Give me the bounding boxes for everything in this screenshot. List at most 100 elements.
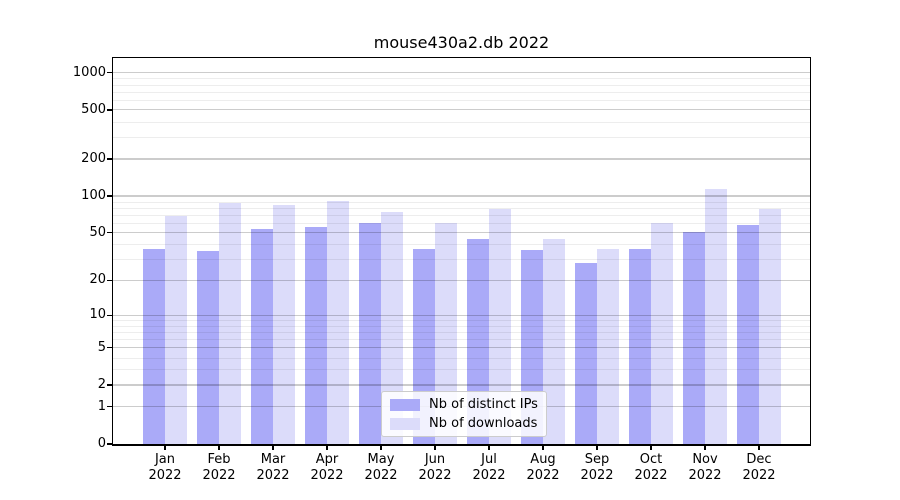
y-tick-mark [107,72,112,74]
gridline-minor [113,320,810,322]
bar-distinct-ips [359,223,381,444]
gridline-minor [113,357,810,359]
gridline-major [113,109,810,111]
legend-swatch-downloads-icon [390,417,420,430]
x-tick-label: Feb 2022 [202,452,236,483]
gridline-major [113,195,810,197]
y-tick-label: 100 [81,187,106,203]
bar-downloads [327,200,349,444]
y-tick-mark [107,406,112,408]
bar-downloads [165,215,187,444]
x-tick-label: Jan 2022 [148,452,182,483]
y-tick-mark [107,232,112,234]
gridline-minor [113,201,810,203]
x-tick-mark [488,445,490,450]
x-tick-label: Aug 2022 [526,452,560,483]
x-tick-mark [542,445,544,450]
y-tick-mark [107,347,112,349]
y-tick-label: 1000 [72,64,106,80]
gridline-minor [113,339,810,341]
y-tick-label: 500 [81,101,106,117]
gridline-minor [113,121,810,123]
bar-downloads [759,209,781,444]
x-tick-label: Mar 2022 [256,452,290,483]
x-tick-label: Jun 2022 [418,452,452,483]
legend-label-distinct-ips: Nb of distinct IPs [429,397,538,412]
x-tick-label: Sep 2022 [580,452,614,483]
gridline-minor [113,259,810,261]
legend-item-distinct-ips: Nb of distinct IPs [390,397,538,412]
bar-downloads [651,223,673,444]
bar-distinct-ips [683,231,705,444]
x-tick-label: Nov 2022 [688,452,722,483]
bar-downloads [597,248,619,444]
gridline-minor [113,223,810,225]
y-tick-mark [107,443,112,445]
gridline-minor [113,214,810,216]
gridline-major [113,314,810,316]
y-tick-mark [107,109,112,111]
bar-downloads [489,209,511,444]
gridline-minor [113,207,810,209]
gridline-major [113,279,810,281]
x-tick-mark [326,445,328,450]
x-tick-label: Apr 2022 [310,452,344,483]
y-tick-label: 2 [97,376,106,392]
x-tick-mark [380,445,382,450]
gridline-major [113,384,810,386]
bar-distinct-ips [197,251,219,444]
bar-distinct-ips [305,226,327,444]
bar-downloads [219,202,241,444]
legend-item-downloads: Nb of downloads [390,416,538,431]
bar-downloads [705,188,727,444]
x-tick-mark [596,445,598,450]
gridline-major [113,232,810,234]
x-tick-mark [218,445,220,450]
y-tick-label: 200 [81,150,106,166]
gridline-minor [113,84,810,86]
x-tick-label: Dec 2022 [742,452,776,483]
y-tick-label: 0 [97,436,106,451]
x-tick-label: May 2022 [364,452,398,483]
gridline-minor [113,244,810,246]
y-tick-label: 5 [97,339,106,355]
gridline-minor [113,100,810,102]
gridline-minor [113,137,810,139]
bar-downloads [435,223,457,444]
legend-swatch-distinct-ips-icon [390,398,420,411]
bar-downloads [381,211,403,444]
y-tick-mark [107,195,112,197]
x-tick-mark [758,445,760,450]
y-tick-mark [107,158,112,160]
spine-top [112,56,812,58]
legend: Nb of distinct IPs Nb of downloads [381,391,547,437]
gridline-minor [113,78,810,80]
x-tick-mark [704,445,706,450]
legend-label-downloads: Nb of downloads [429,416,538,431]
x-tick-label: Jul 2022 [472,452,506,483]
bar-downloads [273,204,295,444]
spine-bottom [112,444,812,446]
y-tick-mark [107,384,112,386]
y-tick-label: 50 [89,224,106,240]
bar-distinct-ips [629,248,651,444]
gridline-minor [113,325,810,327]
x-tick-mark [272,445,274,450]
y-tick-mark [107,279,112,282]
gridline-minor [113,332,810,334]
x-tick-mark [434,445,436,450]
spine-right [810,57,812,446]
gridline-major [113,158,810,160]
bar-distinct-ips [737,224,759,444]
spine-left [111,57,113,446]
gridline-minor [113,369,810,371]
y-tick-label: 10 [89,307,106,323]
bar-distinct-ips [251,228,273,444]
bar-distinct-ips [575,263,597,444]
x-tick-label: Oct 2022 [634,452,668,483]
y-tick-mark [107,314,112,316]
x-tick-mark [650,445,652,450]
chart-title: mouse430a2.db 2022 [373,33,550,52]
y-tick-label: 1 [97,398,106,414]
